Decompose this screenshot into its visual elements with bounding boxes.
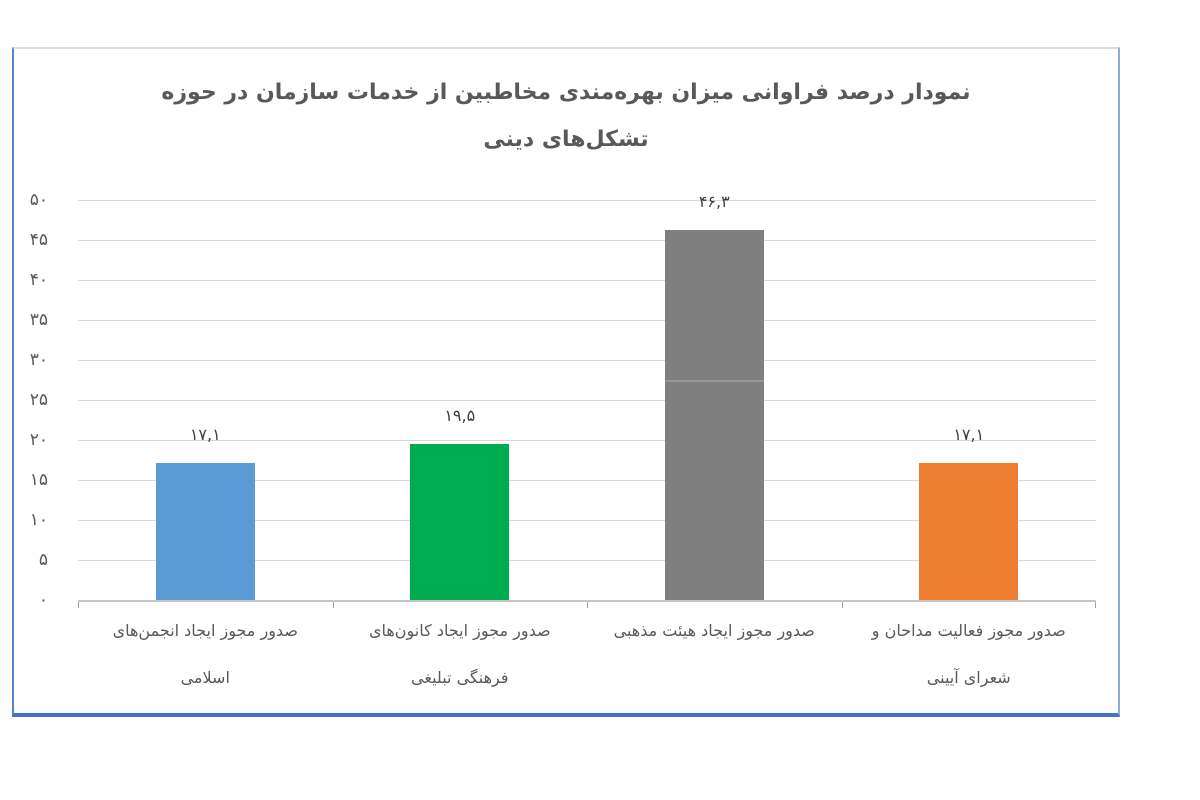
- y-tick-label: ۲۵: [29, 390, 48, 410]
- chart-title-line2: تشکل‌های دینی: [483, 127, 649, 152]
- bar: [410, 444, 509, 600]
- x-category-label-line: فرهنگی تبلیغی: [411, 668, 509, 687]
- bar-value-label: ۱۷,۱: [953, 425, 985, 444]
- gridline: [78, 440, 1096, 441]
- y-tick-label: ۴۵: [29, 230, 48, 250]
- chart-inner: نمودار درصد فراوانی میزان بهره‌مندی مخاط…: [14, 49, 1118, 713]
- x-category-label-line: صدور مجوز فعالیت مداحان و: [871, 621, 1066, 640]
- y-tick-label: ۵۰: [29, 190, 48, 210]
- x-category-label: صدور مجوز فعالیت مداحان و شعرای آیینی: [842, 607, 1097, 701]
- x-category-label-line: صدور مجوز ایجاد کانون‌های: [368, 621, 551, 640]
- bar-value-label: ۱۹,۵: [444, 406, 476, 425]
- bar-value-label: ۴۶,۳: [698, 192, 730, 211]
- y-tick-label: ۲۰: [29, 430, 48, 450]
- axis-tick: [1095, 602, 1096, 608]
- bar-value-label: ۱۷,۱: [189, 425, 221, 444]
- axis-tick: [842, 602, 843, 608]
- x-category-label-line: صدور مجوز ایجاد انجمن‌های: [112, 621, 298, 640]
- y-tick-label: ۱۰: [29, 510, 48, 530]
- gridline: [78, 400, 1096, 401]
- y-tick-label: ۱۵: [29, 470, 48, 490]
- axis-tick: [587, 602, 588, 608]
- gridline: [78, 200, 1096, 201]
- bar: [156, 463, 255, 600]
- y-tick-label: ۳۵: [29, 310, 48, 330]
- chart-title-line1: نمودار درصد فراوانی میزان بهره‌مندی مخاط…: [161, 80, 971, 105]
- x-category-label: صدور مجوز ایجاد کانون‌های فرهنگی تبلیغی: [333, 607, 588, 701]
- gridline: [78, 320, 1096, 321]
- bar: [665, 230, 764, 600]
- gridline: [78, 280, 1096, 281]
- chart-title: نمودار درصد فراوانی میزان بهره‌مندی مخاط…: [14, 69, 1118, 163]
- bar-seam: [665, 380, 764, 382]
- x-category-label-line: اسلامی: [180, 668, 230, 687]
- y-tick-label: ۰: [38, 590, 48, 610]
- y-tick-label: ۵: [38, 550, 48, 570]
- x-category-label: صدور مجوز ایجاد انجمن‌های اسلامی: [78, 607, 333, 701]
- axis-tick: [78, 602, 79, 608]
- gridline: [78, 520, 1096, 521]
- x-category-label-line: صدور مجوز ایجاد هیئت مذهبی: [613, 621, 815, 640]
- bar: [919, 463, 1018, 600]
- gridline: [78, 560, 1096, 561]
- gridline: [78, 240, 1096, 241]
- x-axis-line: [78, 600, 1096, 602]
- chart-container: نمودار درصد فراوانی میزان بهره‌مندی مخاط…: [12, 47, 1120, 717]
- gridline: [78, 360, 1096, 361]
- y-tick-label: ۴۰: [29, 270, 48, 290]
- x-category-label-line: شعرای آیینی: [926, 668, 1011, 687]
- gridline: [78, 480, 1096, 481]
- y-tick-label: ۳۰: [29, 350, 48, 370]
- x-category-label: صدور مجوز ایجاد هیئت مذهبی: [587, 607, 842, 654]
- axis-tick: [333, 602, 334, 608]
